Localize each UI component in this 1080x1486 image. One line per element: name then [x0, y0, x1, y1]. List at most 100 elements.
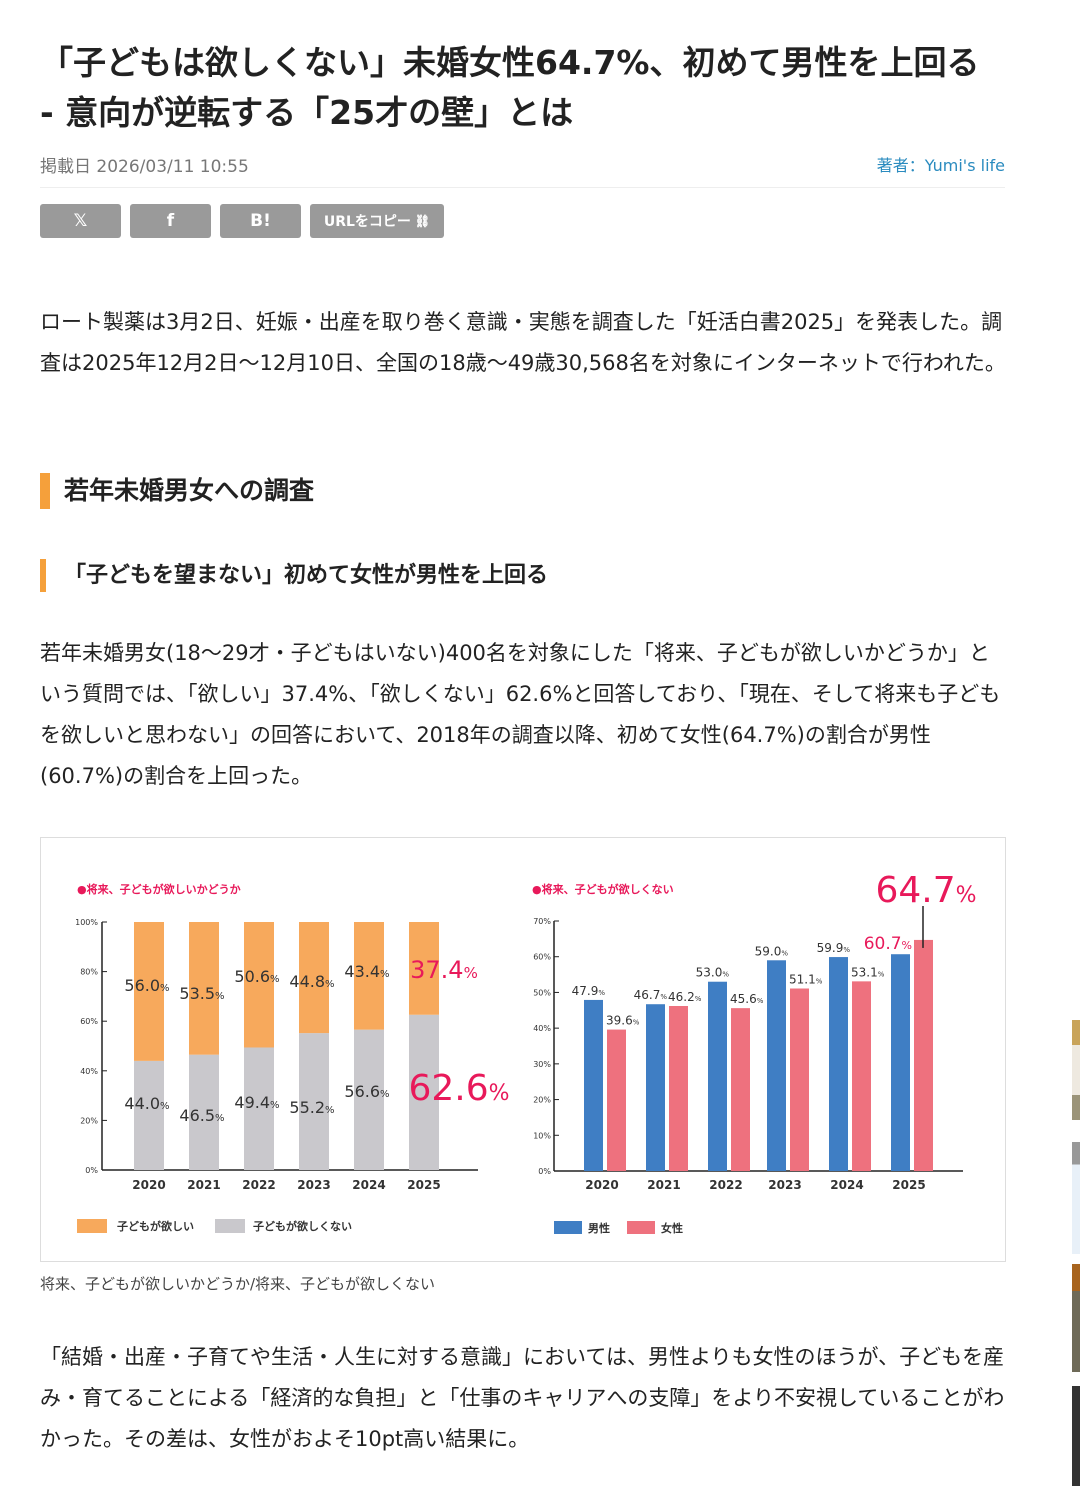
data-label-not-want: 56.6% — [344, 1082, 389, 1101]
data-label-female: 46.2% — [668, 990, 702, 1004]
hatena-icon: B! — [250, 211, 271, 231]
sidebar-thumbnail[interactable] — [1072, 1386, 1080, 1486]
legend-label-want: 子どもが欲しい — [117, 1219, 194, 1233]
y-tick-label: 40% — [533, 1024, 551, 1033]
data-label-not-want: 46.5% — [179, 1106, 224, 1125]
bar-not-want — [189, 1054, 219, 1170]
legend-swatch — [554, 1221, 582, 1234]
share-facebook-button[interactable]: f — [130, 204, 211, 238]
bar-not-want — [354, 1029, 384, 1170]
y-tick-label: 20% — [533, 1096, 551, 1105]
y-tick-label: 10% — [533, 1131, 551, 1140]
data-label-female: 39.6% — [606, 1014, 640, 1028]
sidebar-thumbnail[interactable] — [1072, 1142, 1080, 1254]
data-label-want: 56.0% — [124, 976, 169, 995]
bar-want — [189, 922, 219, 1055]
data-label-male: 59.0% — [755, 944, 789, 958]
subsection-heading: 「子どもを望まない」初めて女性が男性を上回る — [40, 559, 548, 592]
data-label-not-want: 44.0% — [124, 1094, 169, 1113]
bar-female — [731, 1008, 750, 1171]
y-tick-label: 60% — [80, 1017, 98, 1026]
author-link[interactable]: 著者：Yumi's life — [876, 156, 1005, 175]
data-label-female: 64.7% — [875, 870, 976, 911]
y-tick-label: 60% — [533, 953, 551, 962]
y-tick-label: 40% — [80, 1067, 98, 1076]
data-label-want: 53.5% — [179, 984, 224, 1003]
data-label-male: 46.7% — [634, 988, 668, 1002]
data-label-not-want: 62.6% — [408, 1068, 509, 1109]
legend-swatch — [627, 1221, 655, 1234]
bar-want — [299, 922, 329, 1034]
link-icon: ⛓ — [414, 214, 431, 228]
bar-want — [134, 922, 164, 1061]
y-tick-label: 80% — [80, 968, 98, 977]
bar-not-want — [134, 1060, 164, 1170]
bar-female — [852, 981, 871, 1171]
data-label-not-want: 49.4% — [234, 1093, 279, 1112]
bar-male — [584, 999, 603, 1171]
x-icon: 𝕏 — [73, 211, 88, 231]
x-tick-label: 2022 — [242, 1178, 275, 1192]
data-label-female: 53.1% — [851, 965, 885, 979]
y-tick-label: 30% — [533, 1060, 551, 1069]
x-tick-label: 2022 — [709, 1178, 742, 1192]
chart-title: ●将来、子どもが欲しいかどうか — [77, 882, 241, 896]
y-tick-label: 70% — [533, 917, 551, 926]
y-tick-label: 20% — [80, 1116, 98, 1125]
bar-not-want — [299, 1033, 329, 1170]
bar-female — [669, 1006, 688, 1171]
legend-label: 女性 — [661, 1221, 683, 1235]
bar-male — [646, 1004, 665, 1171]
data-label-want: 44.8% — [289, 972, 334, 991]
bar-male — [829, 957, 848, 1171]
facebook-icon: f — [166, 211, 175, 231]
bar-female — [914, 939, 933, 1171]
data-label-male: 53.0% — [696, 966, 730, 980]
charts-svg: ●将来、子どもが欲しいかどうか 0% 20% 40% 60% 80% 100% 2020 56.… — [75, 870, 976, 1235]
figure-caption: 将来、子どもが欲しいかどうか/将来、子どもが欲しくない — [40, 1275, 436, 1293]
article-title: 「子どもは欲しくない」未婚女性64.7%、初めて男性を上回る - 意向が逆転する… — [40, 43, 980, 132]
divider — [40, 187, 1005, 188]
y-tick-label: 0% — [538, 1167, 551, 1176]
x-tick-label: 2020 — [132, 1178, 165, 1192]
x-tick-label: 2023 — [297, 1178, 330, 1192]
share-hatena-button[interactable]: B! — [220, 204, 301, 238]
bar-want — [409, 922, 439, 1015]
bar-male — [891, 954, 910, 1171]
data-label-want: 43.4% — [344, 962, 389, 981]
copy-url-button[interactable]: URLをコピー ⛓ — [310, 204, 444, 238]
data-label-male: 60.7% — [864, 934, 912, 954]
x-tick-label: 2025 — [407, 1178, 440, 1192]
x-tick-label: 2024 — [830, 1178, 863, 1192]
x-tick-label: 2021 — [647, 1178, 680, 1192]
chart-figure: ●将来、子どもが欲しいかどうか 0% 20% 40% 60% 80% 100% 2020 56.… — [40, 837, 1006, 1262]
bar-not-want — [244, 1047, 274, 1170]
bar-male — [708, 981, 727, 1171]
data-label-not-want: 55.2% — [289, 1098, 334, 1117]
y-tick-label: 100% — [75, 918, 98, 927]
survey-paragraph: 若年未婚男女(18〜29才・子どもはいない)400名を対象にした「将来、子どもが… — [40, 641, 1001, 788]
bar-want — [244, 922, 274, 1048]
share-x-button[interactable]: 𝕏 — [40, 204, 121, 238]
x-tick-label: 2020 — [585, 1178, 618, 1192]
data-label-male: 59.9% — [817, 941, 851, 955]
chart-title: ●将来、子どもが欲しくない — [532, 882, 674, 896]
bar-female — [790, 988, 809, 1171]
bar-male — [767, 960, 786, 1171]
sidebar-thumbnail[interactable] — [1072, 1020, 1080, 1120]
copy-url-label: URLをコピー — [323, 214, 411, 230]
section-heading: 若年未婚男女への調査 — [40, 473, 314, 509]
bar-female — [607, 1029, 626, 1171]
legend-swatch-want — [77, 1219, 107, 1233]
x-tick-label: 2025 — [892, 1178, 925, 1192]
data-label-female: 51.1% — [789, 973, 823, 987]
intro-paragraph: ロート製薬は3月2日、妊娠・出産を取り巻く意識・実態を調査した「妊活白書2025… — [40, 310, 1006, 375]
sidebar-thumbnail[interactable] — [1072, 1264, 1080, 1372]
legend-label-not-want: 子どもが欲しくない — [253, 1219, 352, 1233]
x-tick-label: 2024 — [352, 1178, 385, 1192]
data-label-want: 37.4% — [410, 956, 478, 984]
legend-label: 男性 — [588, 1221, 610, 1235]
bar-not-want — [409, 1014, 439, 1170]
bar-want — [354, 922, 384, 1030]
legend-swatch-not-want — [215, 1219, 245, 1233]
